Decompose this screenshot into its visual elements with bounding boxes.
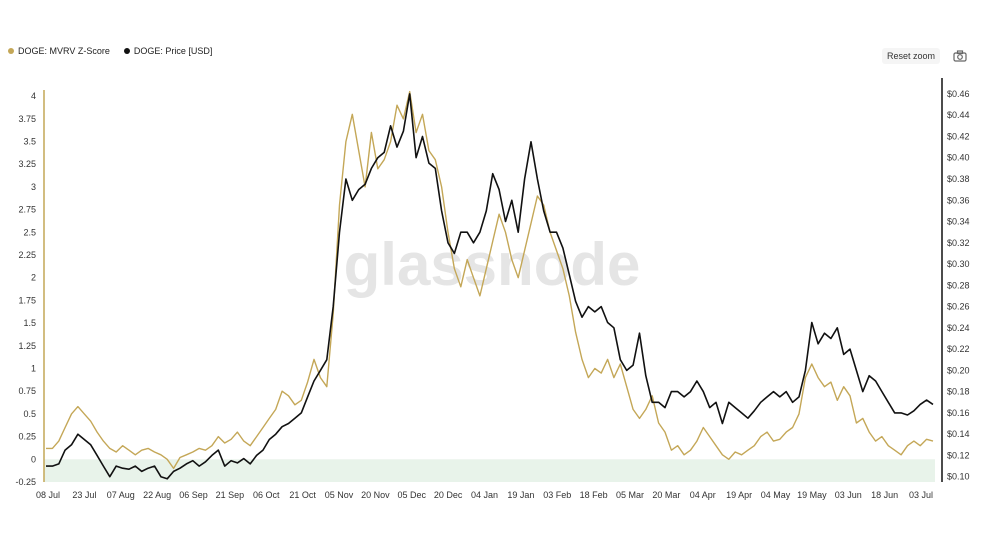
left-y-axis: -0.25 0 0.25 0.5 0.75 1 1.25 1.5 1.75 2 2.25 2.5 2.7… (15, 90, 45, 487)
right-y-axis: $0.10 $0.12 $0.14 $0.16 $0.18 $0.20 $0.22 $0.24… (941, 78, 970, 482)
y-left-tick-label: 3.25 (18, 159, 36, 169)
legend-label-price: DOGE: Price [USD] (133, 46, 213, 56)
y-right-tick-label: $0.14 (947, 429, 970, 439)
y-right-tick-label: $0.44 (947, 110, 970, 120)
y-left-tick-label: 1.5 (23, 318, 36, 328)
y-right-tick-label: $0.34 (947, 217, 970, 227)
legend-item-price[interactable]: DOGE: Price [USD] (123, 46, 213, 56)
y-left-tick-label: 3 (31, 182, 36, 192)
x-tick-label: 18 Feb (580, 490, 608, 500)
y-right-tick-label: $0.24 (947, 323, 970, 333)
x-tick-label: 19 Apr (726, 490, 752, 500)
x-tick-label: 20 Mar (652, 490, 680, 500)
y-left-tick-label: 2.25 (18, 250, 36, 260)
x-tick-label: 06 Sep (179, 490, 208, 500)
legend-label-mvrv: DOGE: MVRV Z-Score (18, 46, 110, 56)
x-tick-label: 19 May (797, 490, 827, 500)
x-tick-label: 18 Jun (871, 490, 898, 500)
x-tick-label: 20 Dec (434, 490, 463, 500)
y-right-tick-label: $0.30 (947, 259, 970, 269)
y-left-tick-label: -0.25 (15, 477, 36, 487)
x-tick-label: 08 Jul (36, 490, 60, 500)
x-tick-label: 03 Jun (835, 490, 862, 500)
camera-icon[interactable] (952, 48, 968, 64)
x-tick-label: 07 Aug (107, 490, 135, 500)
y-left-tick-label: 1 (31, 364, 36, 374)
y-right-tick-label: $0.40 (947, 153, 970, 163)
x-tick-label: 04 May (761, 490, 791, 500)
series-lines (46, 90, 934, 480)
x-tick-label: 06 Oct (253, 490, 280, 500)
legend-item-mvrv[interactable]: DOGE: MVRV Z-Score (8, 46, 110, 56)
glassnode-watermark: glassnode (344, 231, 641, 298)
y-left-tick-label: 2 (31, 273, 36, 283)
x-tick-label: 22 Aug (143, 490, 171, 500)
x-tick-label: 05 Dec (397, 490, 426, 500)
x-tick-label: 21 Oct (289, 490, 316, 500)
price-line (46, 93, 934, 480)
y-right-tick-label: $0.10 (947, 472, 970, 482)
y-left-tick-label: 3.5 (23, 137, 36, 147)
reset-zoom-button[interactable]: Reset zoom (882, 48, 940, 64)
x-axis: 08 Jul 23 Jul 07 Aug 22 Aug 06 Sep 21 Sep 06 O… (36, 490, 933, 500)
y-right-tick-label: $0.18 (947, 387, 970, 397)
y-left-tick-label: 0.75 (18, 386, 36, 396)
y-left-tick-label: 3.75 (18, 114, 36, 124)
legend-dot-mvrv (8, 48, 14, 54)
y-left-tick-label: 0.5 (23, 409, 36, 419)
y-right-tick-label: $0.28 (947, 280, 970, 290)
x-tick-label: 19 Jan (507, 490, 534, 500)
y-right-tick-label: $0.26 (947, 302, 970, 312)
x-tick-label: 04 Apr (690, 490, 716, 500)
y-right-tick-label: $0.36 (947, 195, 970, 205)
y-left-tick-label: 0.25 (18, 432, 36, 442)
y-right-tick-label: $0.46 (947, 89, 970, 99)
y-left-tick-label: 1.25 (18, 341, 36, 351)
y-left-tick-label: 2.5 (23, 227, 36, 237)
y-left-tick-label: 0 (31, 454, 36, 464)
y-right-tick-label: $0.22 (947, 344, 970, 354)
y-right-tick-label: $0.42 (947, 131, 970, 141)
x-tick-label: 05 Nov (325, 490, 354, 500)
x-tick-label: 20 Nov (361, 490, 390, 500)
x-tick-label: 04 Jan (471, 490, 498, 500)
x-tick-label: 03 Feb (543, 490, 571, 500)
chart-legend: DOGE: MVRV Z-Score DOGE: Price [USD] (8, 46, 212, 56)
y-right-tick-label: $0.32 (947, 238, 970, 248)
y-right-tick-label: $0.12 (947, 450, 970, 460)
x-tick-label: 03 Jul (909, 490, 933, 500)
zero-band (44, 459, 935, 482)
x-tick-label: 21 Sep (216, 490, 245, 500)
y-right-tick-label: $0.16 (947, 408, 970, 418)
y-right-tick-label: $0.38 (947, 174, 970, 184)
x-tick-label: 23 Jul (72, 490, 96, 500)
y-left-tick-label: 2.75 (18, 205, 36, 215)
mvrv-zscore-line (46, 90, 934, 470)
y-left-tick-label: 1.75 (18, 295, 36, 305)
x-tick-label: 05 Mar (616, 490, 644, 500)
legend-dot-price (123, 48, 130, 54)
y-left-tick-label: 4 (31, 91, 36, 101)
y-right-tick-label: $0.20 (947, 365, 970, 375)
